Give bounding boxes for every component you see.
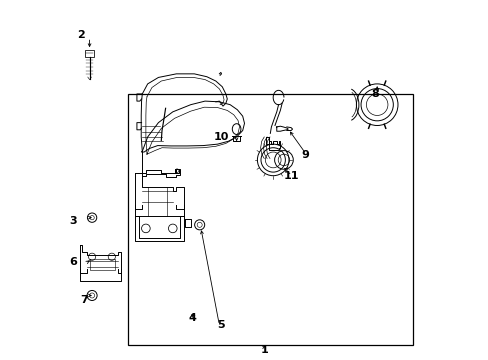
Text: 6: 6 bbox=[69, 257, 77, 267]
Bar bbox=[85, 50, 94, 57]
Bar bbox=[128, 94, 412, 345]
Text: 10: 10 bbox=[213, 132, 228, 142]
Text: 9: 9 bbox=[301, 150, 309, 160]
Text: 11: 11 bbox=[283, 171, 298, 181]
Text: 5: 5 bbox=[217, 320, 224, 330]
Text: 3: 3 bbox=[69, 216, 77, 226]
Text: 4: 4 bbox=[188, 313, 196, 323]
Text: 2: 2 bbox=[77, 30, 85, 40]
Text: 1: 1 bbox=[260, 345, 267, 355]
Text: 7: 7 bbox=[80, 295, 87, 305]
Text: 8: 8 bbox=[371, 89, 379, 99]
